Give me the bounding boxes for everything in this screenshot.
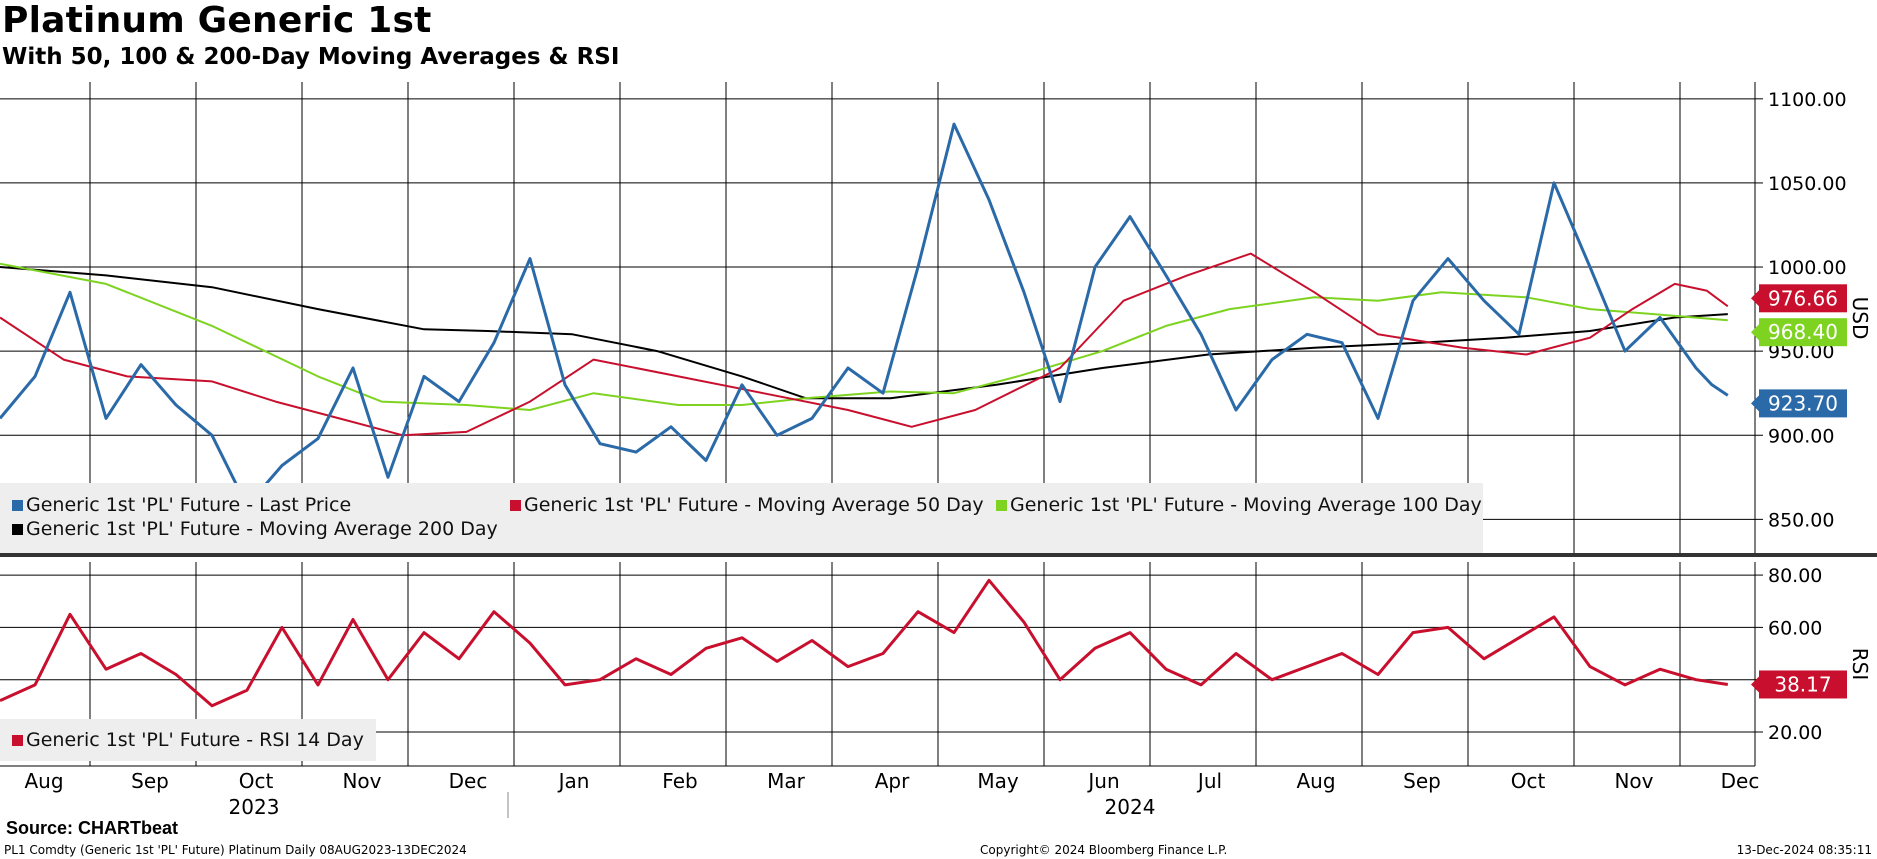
x-tick-label: Mar — [767, 769, 806, 793]
rsi-value-tag-pointer — [1751, 676, 1759, 693]
legend-label-ma50: Generic 1st 'PL' Future - Moving Average… — [524, 494, 984, 516]
x-tick-label: Aug — [24, 769, 63, 793]
legend-swatch-ma100 — [996, 499, 1007, 511]
y-tick-label-main: 950.00 — [1768, 341, 1834, 363]
legend-label-rsi: Generic 1st 'PL' Future - RSI 14 Day — [26, 729, 364, 751]
legend-item-ma50[interactable]: Generic 1st 'PL' Future - Moving Average… — [510, 494, 984, 516]
y-tick-label-rsi: 60.00 — [1768, 617, 1822, 639]
legend-item-last-price[interactable]: Generic 1st 'PL' Future - Last Price — [12, 494, 351, 516]
x-year-label: 2024 — [1105, 795, 1156, 819]
legend-label-ma100: Generic 1st 'PL' Future - Moving Average… — [1010, 494, 1482, 516]
ma50-value-tag-bg — [1759, 284, 1847, 313]
x-tick-label: Dec — [449, 769, 488, 793]
y-tick-label-rsi: 20.00 — [1768, 722, 1822, 744]
ma50-value-tag-pointer — [1751, 290, 1759, 307]
x-tick-label: Sep — [131, 769, 169, 793]
legend-label-price: Generic 1st 'PL' Future - Last Price — [26, 494, 352, 516]
x-tick-label: Jul — [1196, 769, 1222, 793]
rsi-value-tag-bg — [1759, 670, 1847, 699]
ma100-value-tag: 968.40 — [1768, 320, 1838, 344]
x-tick-label: Oct — [239, 769, 274, 793]
x-year-label: 2023 — [229, 795, 280, 819]
ma50-value-tag: 976.66 — [1768, 286, 1838, 310]
x-tick-label: Nov — [1614, 769, 1653, 793]
rsi-line — [0, 578, 1729, 708]
x-tick-label: Jan — [557, 769, 590, 793]
ma100-line — [0, 262, 1728, 411]
x-tick-label: Feb — [662, 769, 697, 793]
legend-swatch-ma200 — [12, 523, 23, 535]
y-axis-title-main: USD — [1848, 297, 1872, 340]
chart-subtitle: With 50, 100 & 200-Day Moving Averages &… — [2, 44, 620, 70]
price-value-tag-pointer — [1751, 395, 1759, 412]
footer-copyright: Copyright© 2024 Bloomberg Finance L.P. — [980, 843, 1228, 857]
y-tick-label-main: 850.00 — [1768, 509, 1834, 531]
source-note: Source: CHARTbeat — [6, 818, 179, 838]
price-legend: Generic 1st 'PL' Future - Last Price Gen… — [0, 483, 1483, 553]
price-value-tag: 923.70 — [1768, 391, 1838, 415]
legend-label-ma200: Generic 1st 'PL' Future - Moving Average… — [26, 518, 498, 540]
price-value-tag-bg — [1759, 389, 1847, 418]
legend-item-ma100[interactable]: Generic 1st 'PL' Future - Moving Average… — [996, 494, 1482, 516]
y-tick-label-main: 1050.00 — [1768, 173, 1847, 195]
ma100-value-tag-pointer — [1751, 324, 1759, 341]
x-tick-label: Sep — [1403, 769, 1441, 793]
footer-timestamp: 13-Dec-2024 08:35:11 — [1736, 843, 1872, 857]
x-tick-label: Aug — [1296, 769, 1335, 793]
legend-swatch-rsi — [12, 734, 23, 746]
ma50-line — [0, 252, 1729, 437]
ma200-line — [0, 266, 1728, 400]
x-tick-label: Apr — [875, 769, 910, 793]
chart-title: Platinum Generic 1st — [2, 0, 432, 41]
ma100-value-tag-bg — [1759, 318, 1847, 347]
legend-swatch-ma50 — [510, 499, 521, 511]
legend-swatch-price — [12, 499, 23, 511]
x-tick-label: Nov — [342, 769, 381, 793]
last-price-line — [0, 122, 1729, 508]
x-tick-label: Dec — [1721, 769, 1760, 793]
legend-item-ma200[interactable]: Generic 1st 'PL' Future - Moving Average… — [12, 518, 498, 540]
legend-item-rsi[interactable]: Generic 1st 'PL' Future - RSI 14 Day — [12, 729, 364, 751]
y-axis-title-rsi: RSI — [1848, 648, 1872, 681]
y-tick-label-main: 1100.00 — [1768, 89, 1847, 111]
rsi-value-tag: 38.17 — [1774, 672, 1831, 696]
rsi-legend: Generic 1st 'PL' Future - RSI 14 Day — [0, 719, 376, 761]
x-tick-label: Jun — [1086, 769, 1119, 793]
y-tick-label-main: 1000.00 — [1768, 257, 1847, 279]
x-tick-label: Oct — [1511, 769, 1546, 793]
x-tick-label: May — [977, 769, 1019, 793]
y-tick-label-main: 900.00 — [1768, 425, 1834, 447]
y-tick-label-rsi: 80.00 — [1768, 565, 1822, 587]
footer-ticker: PL1 Comdty (Generic 1st 'PL' Future) Pla… — [4, 843, 467, 857]
